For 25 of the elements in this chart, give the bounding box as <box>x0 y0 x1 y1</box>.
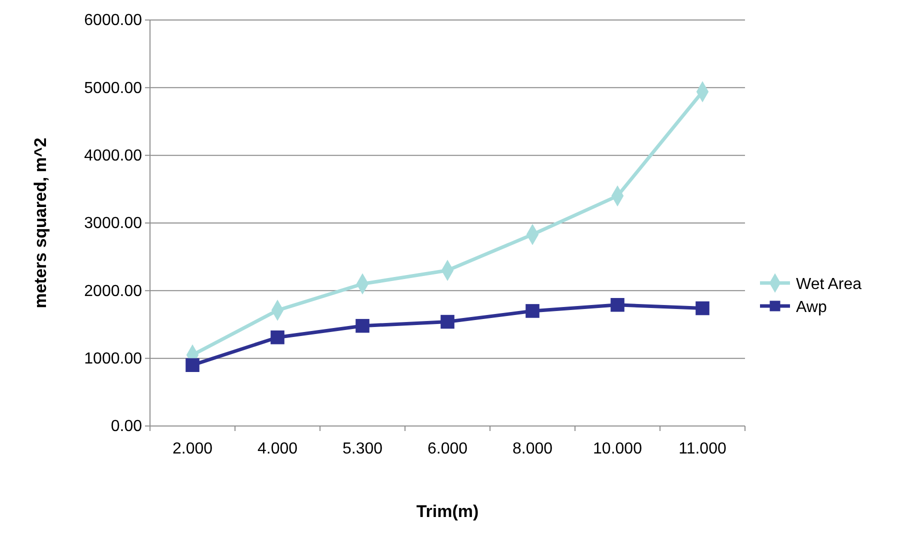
x-tick-label: 10.000 <box>593 440 642 458</box>
legend-label: Awp <box>796 299 827 316</box>
y-tick-label: 0.00 <box>110 418 142 436</box>
point <box>186 358 200 372</box>
point <box>356 318 370 333</box>
x-tick-label: 11.000 <box>678 440 726 458</box>
y-tick-label: 2000.00 <box>84 282 142 300</box>
y-tick-label: 6000.00 <box>84 12 142 30</box>
x-axis-title: Trim(m) <box>416 502 479 521</box>
x-tick-label: 2.000 <box>172 440 213 458</box>
y-tick-label: 4000.00 <box>84 147 142 164</box>
x-tick-label: 5.300 <box>342 440 383 458</box>
y-axis-title: meters squared, m^2 <box>31 138 50 308</box>
y-tick-label: 3000.00 <box>84 215 142 232</box>
y-tick-label: 5000.00 <box>84 80 142 97</box>
y-tick-label: 1000.00 <box>84 350 142 368</box>
point <box>696 301 710 316</box>
point <box>526 304 540 318</box>
legend-label: Wet Area <box>796 276 862 293</box>
x-tick-label: 6.000 <box>427 440 468 458</box>
point <box>610 298 624 312</box>
x-tick-label: 8.000 <box>512 440 553 458</box>
point <box>440 314 454 329</box>
x-tick-label: 4.000 <box>257 440 298 458</box>
point <box>270 330 284 344</box>
